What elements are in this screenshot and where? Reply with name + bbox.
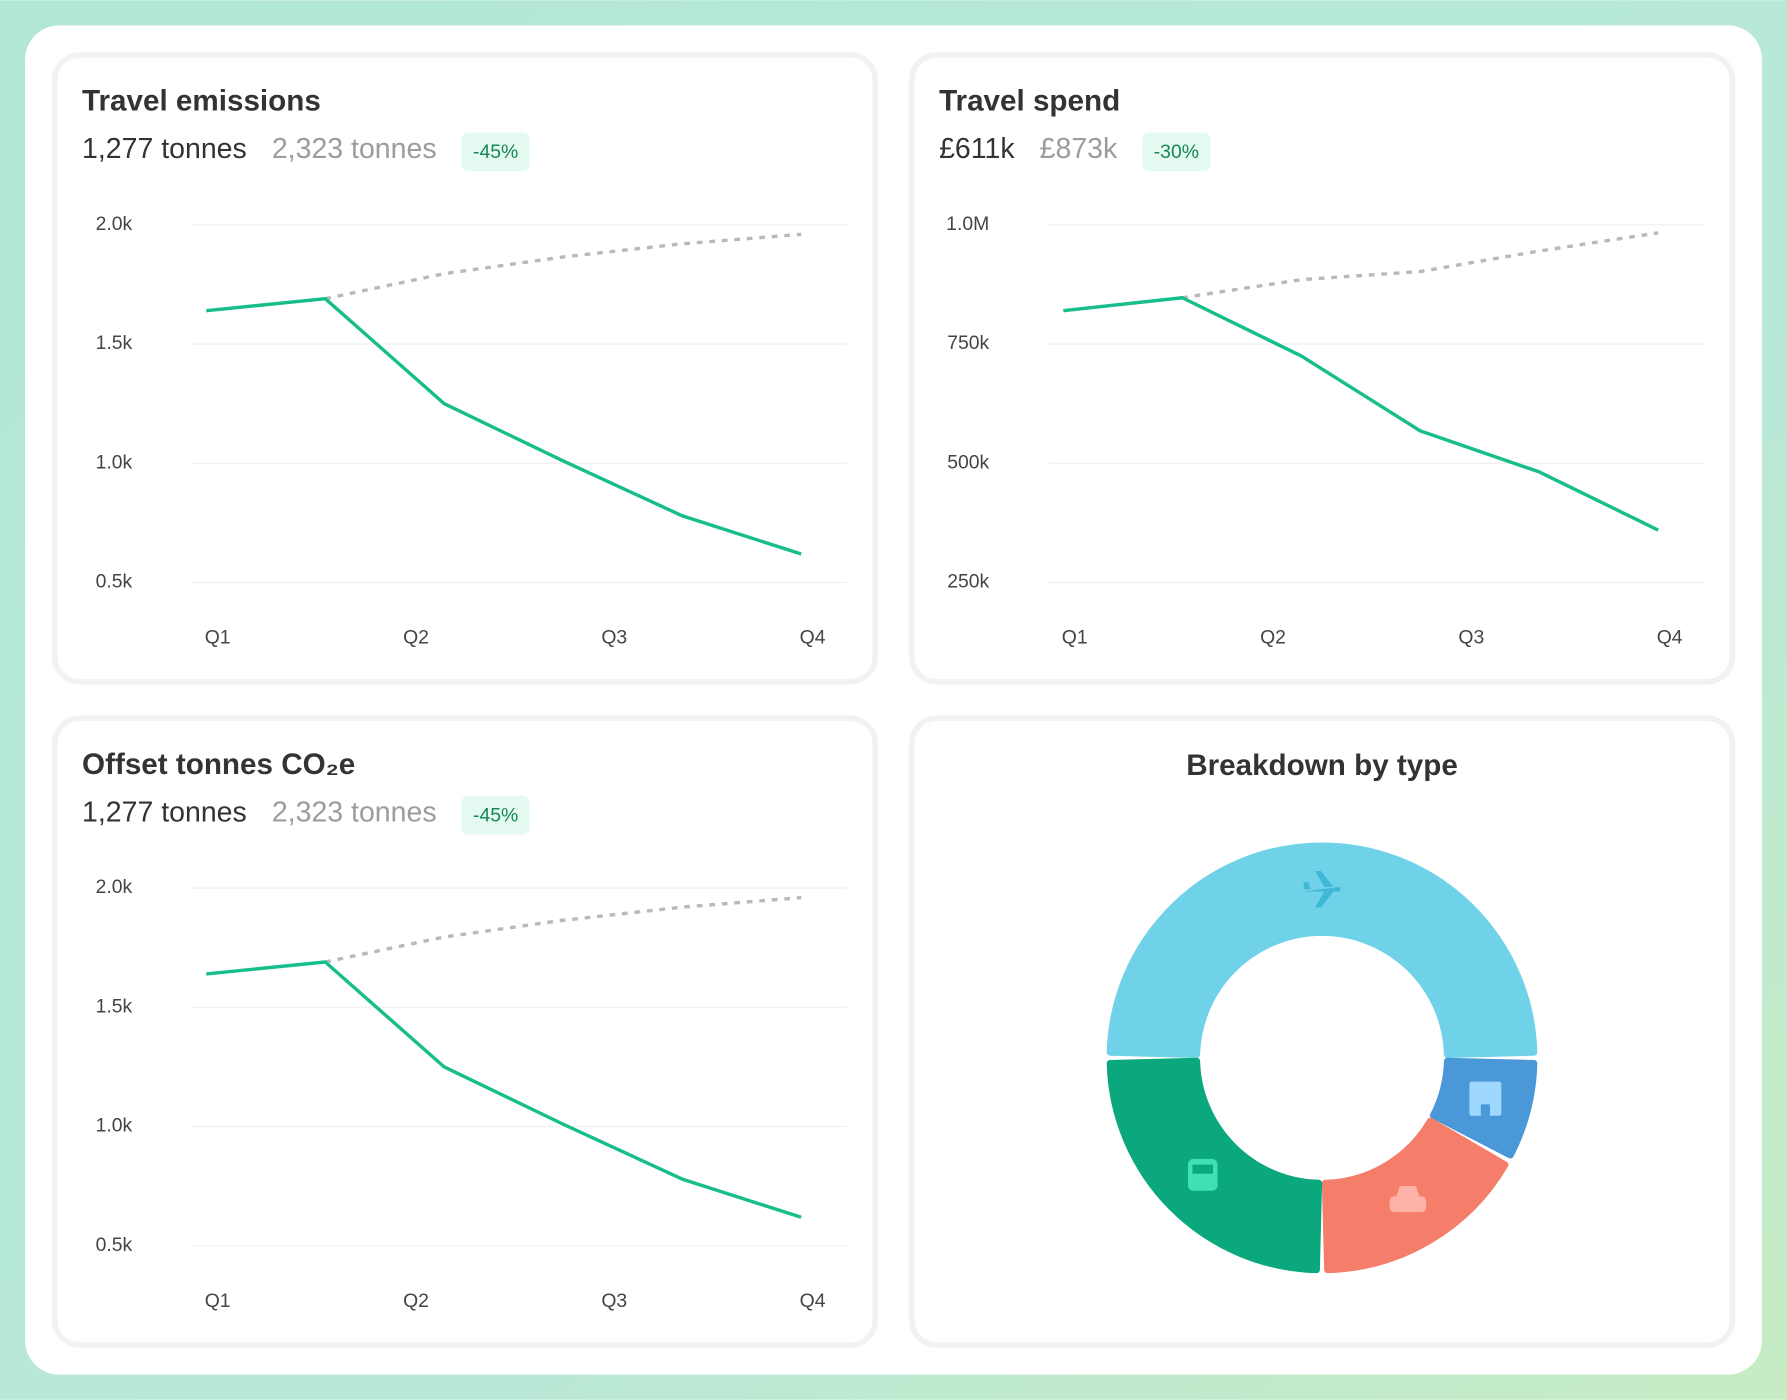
x-tick-label: Q4 xyxy=(1657,627,1683,649)
y-tick-label: 0.5k xyxy=(96,571,133,593)
summary-value: £611k xyxy=(939,133,1015,165)
summary-value: 1,277 tonnes xyxy=(82,796,247,828)
x-tick-label: Q4 xyxy=(800,1290,826,1312)
panel: Offset tonnes CO₂e 1,277 tonnes 2,323 tonn… xyxy=(51,715,879,1348)
series-line xyxy=(206,297,802,556)
panel-title: Offset tonnes CO₂e xyxy=(82,748,355,781)
comparison-value: 2,323 tonnes xyxy=(272,796,437,828)
change-badge xyxy=(461,795,530,835)
y-tick-label: 1.0M xyxy=(946,213,989,235)
change-badge xyxy=(461,132,530,172)
y-tick-label: 0.5k xyxy=(96,1234,133,1256)
series-line xyxy=(206,960,802,1219)
hotel-door xyxy=(1480,1104,1490,1116)
comparison-value: 2,323 tonnes xyxy=(272,133,437,165)
segment-icon xyxy=(1469,1081,1502,1116)
x-tick-label: Q3 xyxy=(601,627,627,649)
hotel-icon xyxy=(1469,1081,1502,1116)
y-tick-label: 1.5k xyxy=(96,332,133,354)
segment-icon xyxy=(1303,870,1341,908)
x-tick-label: Q1 xyxy=(205,627,231,649)
x-tick-label: Q1 xyxy=(1062,627,1088,649)
y-tick-label: 500k xyxy=(947,451,989,473)
y-tick-label: 1.0k xyxy=(96,1115,133,1137)
x-tick-label: Q4 xyxy=(800,627,826,649)
comparison-line xyxy=(324,895,802,964)
summary-value: 1,277 tonnes xyxy=(82,133,247,165)
change-badge-label: -45% xyxy=(473,804,518,826)
comparison-line xyxy=(1182,231,1659,300)
panel-frame xyxy=(908,715,1736,1348)
x-tick-label: Q1 xyxy=(205,1290,231,1312)
segment-icon xyxy=(1187,1158,1218,1191)
comparison-line xyxy=(324,232,802,301)
x-tick-label: Q2 xyxy=(1260,627,1286,649)
change-badge-label: -45% xyxy=(473,141,518,163)
y-tick-label: 2.0k xyxy=(96,213,133,235)
car-roof xyxy=(1396,1185,1420,1197)
segment-icon xyxy=(1389,1185,1427,1213)
x-tick-label: Q2 xyxy=(403,627,429,649)
series-line xyxy=(1063,296,1659,532)
y-tick-label: 2.0k xyxy=(96,876,133,898)
change-badge-label: -30% xyxy=(1154,141,1199,163)
y-tick-label: 750k xyxy=(947,332,989,354)
panel-title: Travel emissions xyxy=(82,85,321,118)
train-icon xyxy=(1187,1158,1218,1191)
panel-frame xyxy=(51,715,879,1348)
comparison-value: £873k xyxy=(1040,133,1118,165)
panel: Travel spend £611k £873k -30% 1.0M 750k 500k 25… xyxy=(908,52,1736,685)
y-tick-label: 250k xyxy=(947,571,989,593)
panel: Breakdown by type xyxy=(908,715,1736,1348)
y-tick-label: 1.0k xyxy=(96,451,133,473)
panel: Travel emissions 1,277 tonnes 2,323 tonnes… xyxy=(51,52,879,685)
panel-frame xyxy=(51,52,879,685)
x-tick-label: Q2 xyxy=(403,1290,429,1312)
panel-title: Breakdown by type xyxy=(1186,749,1458,782)
x-tick-label: Q3 xyxy=(601,1290,627,1312)
x-tick-label: Q3 xyxy=(1458,627,1484,649)
y-tick-label: 1.5k xyxy=(96,995,133,1017)
train-window xyxy=(1192,1164,1214,1174)
panel-title: Travel spend xyxy=(939,85,1120,118)
change-badge xyxy=(1142,132,1211,172)
donut-segment xyxy=(1106,842,1538,1058)
plane-icon xyxy=(1303,870,1341,908)
car-icon xyxy=(1389,1196,1427,1213)
